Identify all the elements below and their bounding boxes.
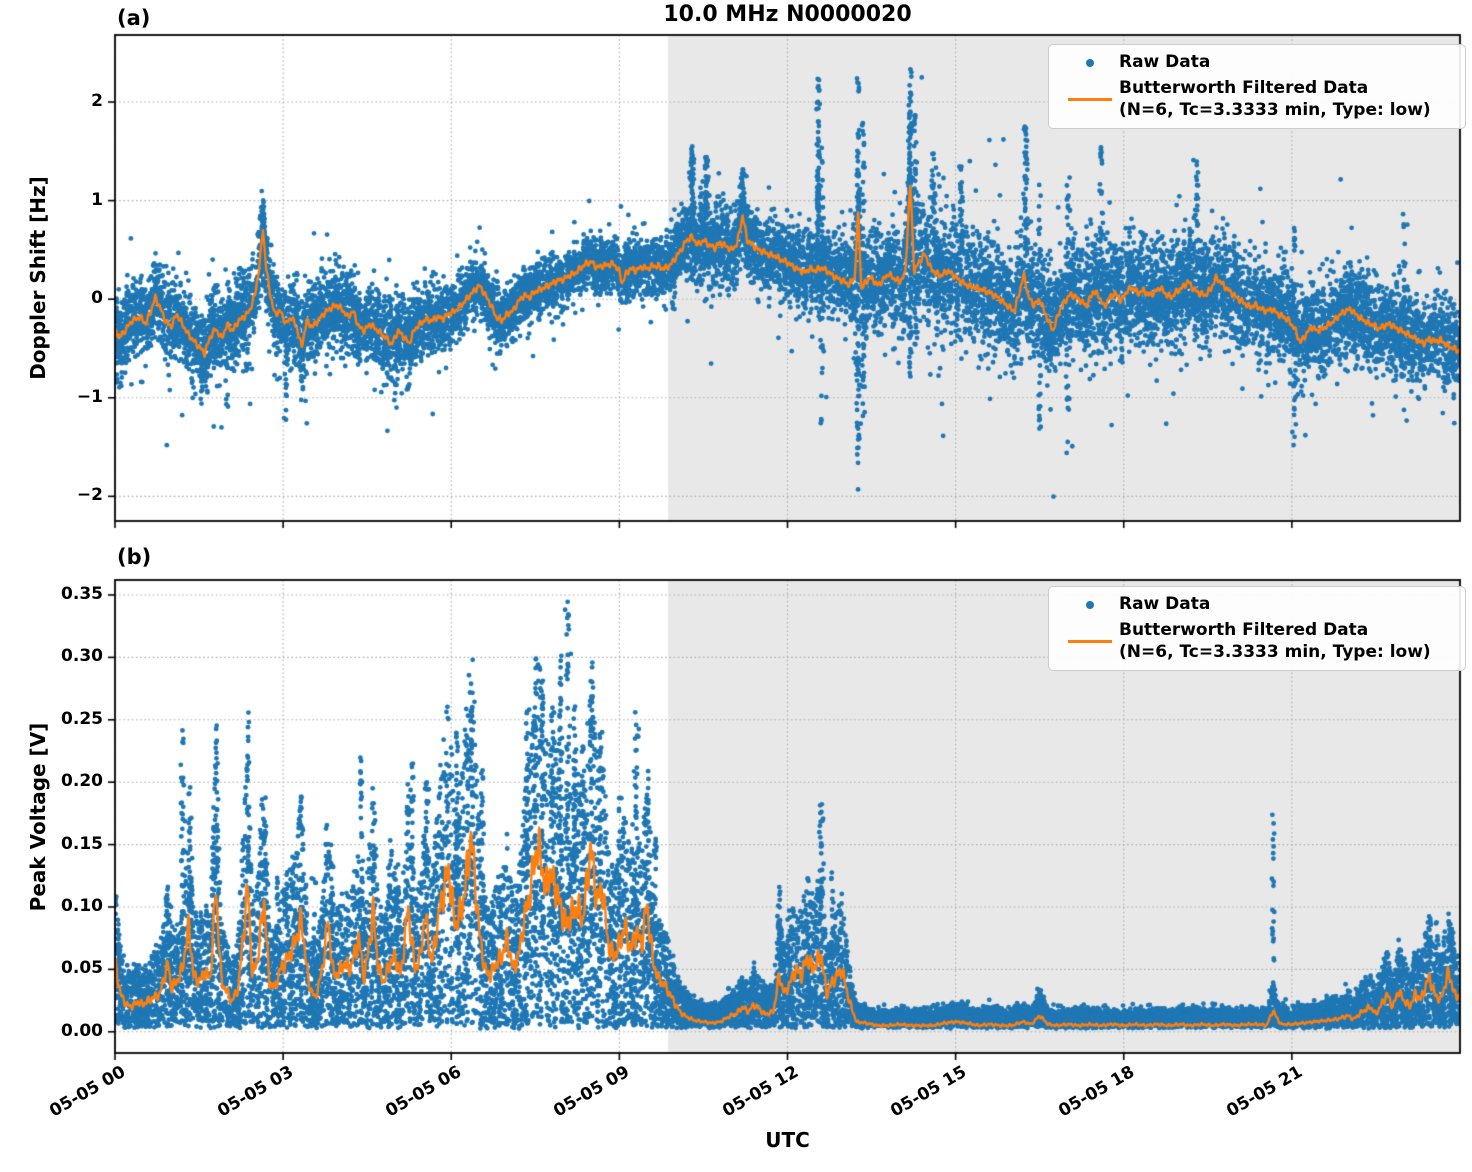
- y-tick-label: 0.00: [61, 1020, 103, 1041]
- legend-entry-raw: Raw Data: [1061, 594, 1457, 616]
- chart-title: 10.0 MHz N0000020: [663, 2, 912, 27]
- y-tick-label: 0.35: [61, 583, 103, 604]
- y-tick-label: −1: [76, 386, 103, 407]
- legend-panel-a: Raw Data Butterworth Filtered Data (N=6,…: [1048, 44, 1466, 130]
- y-tick-label: 0.10: [61, 895, 103, 916]
- y-tick-label: 0: [91, 288, 103, 309]
- x-axis-label: UTC: [765, 1128, 810, 1152]
- y-tick-label: 0.15: [61, 833, 103, 854]
- raw-data-marker-icon: [1086, 58, 1094, 67]
- y-tick-label: 0.30: [61, 646, 103, 667]
- legend-panel-b: Raw Data Butterworth Filtered Data (N=6,…: [1048, 586, 1466, 672]
- filtered-line-marker-icon: [1068, 639, 1112, 644]
- y-tick-label: −2: [76, 485, 103, 506]
- legend-entry-filtered: Butterworth Filtered Data (N=6, Tc=3.333…: [1061, 78, 1457, 122]
- legend-raw-label: Raw Data: [1119, 52, 1211, 72]
- legend-entry-filtered: Butterworth Filtered Data (N=6, Tc=3.333…: [1061, 620, 1457, 664]
- panel-a-label: (a): [117, 6, 151, 30]
- y-tick-label: 2: [91, 91, 103, 112]
- legend-filtered-label-line2: (N=6, Tc=3.3333 min, Type: low): [1119, 641, 1431, 662]
- legend-filtered-label-line1: Butterworth Filtered Data: [1119, 77, 1369, 98]
- y-tick-label: 0.25: [61, 708, 103, 729]
- filtered-line-marker-icon: [1068, 97, 1112, 102]
- y-tick-label: 1: [91, 189, 103, 210]
- y-tick-labels: 2 1 0 −1 −2 0.35 0.30 0.25 0.20 0.15 0.10 0.05 0.00: [0, 0, 110, 1172]
- legend-entry-raw: Raw Data: [1061, 52, 1457, 74]
- legend-filtered-label-line1: Butterworth Filtered Data: [1119, 619, 1369, 640]
- legend-filtered-label-line2: (N=6, Tc=3.3333 min, Type: low): [1119, 99, 1431, 120]
- y-tick-label: 0.20: [61, 771, 103, 792]
- raw-data-marker-icon: [1086, 600, 1094, 609]
- y-tick-label: 0.05: [61, 958, 103, 979]
- legend-raw-label: Raw Data: [1119, 594, 1211, 614]
- panel-b-label: (b): [117, 545, 152, 569]
